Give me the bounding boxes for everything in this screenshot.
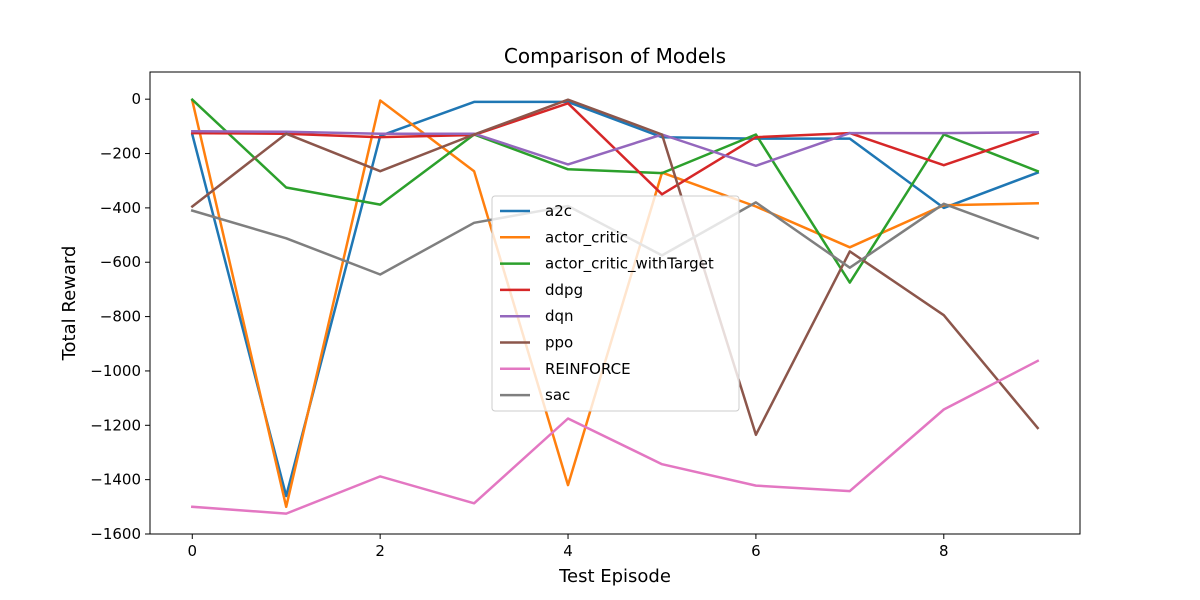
chart-title: Comparison of Models [504,44,726,68]
series-line-dqn [191,129,1039,168]
y-tick-label: −1600 [90,525,141,543]
legend-label: dqn [545,307,574,325]
plot-frame [149,71,1081,535]
x-axis-ticks: 0 2 4 6 8 [187,534,949,560]
series-line-a2c [190,100,1040,498]
y-tick-label: −1400 [90,471,141,489]
y-tick-label: −600 [100,253,141,271]
x-tick-label: 2 [375,542,385,560]
series-line-reinforce [190,359,1040,515]
y-tick-label: −1200 [90,416,141,434]
x-axis-label: Test Episode [558,566,671,587]
series-line-actor-critic-withtarget [190,97,1040,284]
legend-label: actor_critic_withTarget [545,255,714,274]
legend-label: ddpg [545,281,583,299]
legend-label: actor_critic [545,228,628,247]
y-tick-label: −1000 [90,362,141,380]
x-tick-label: 6 [751,542,761,560]
legend-label: a2c [545,202,572,220]
series-line-ppo [190,98,1040,437]
y-tick-label: −400 [100,199,141,217]
legend-label: REINFORCE [545,360,631,378]
x-tick-label: 8 [939,542,949,560]
y-tick-label: −200 [100,145,141,163]
y-axis-label: Total Reward [59,246,80,362]
x-tick-label: 0 [187,542,197,560]
legend-label: sac [545,386,570,404]
legend-box [491,195,740,412]
legend-label: ppo [545,334,573,352]
plot-lines [190,97,1040,515]
y-tick-label: 0 [131,90,141,108]
y-tick-label: −800 [100,308,141,326]
x-tick-label: 4 [563,542,573,560]
legend: a2c actor_critic actor_critic_withTargetdd… [491,195,740,412]
y-axis-ticks: −1600 −1400 −1200 −1000 −800 −600 −400 −200 0 [90,90,150,543]
